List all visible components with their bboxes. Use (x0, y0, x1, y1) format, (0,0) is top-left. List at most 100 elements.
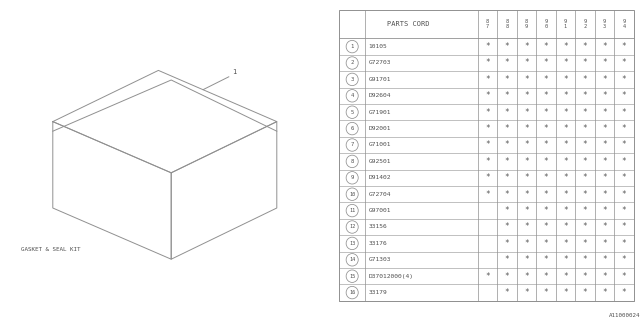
Text: *: * (582, 272, 588, 281)
Text: G72704: G72704 (369, 192, 391, 197)
Text: *: * (602, 157, 607, 166)
Text: 11: 11 (349, 208, 355, 213)
Text: *: * (563, 206, 568, 215)
Text: *: * (621, 140, 627, 149)
Text: *: * (621, 108, 627, 117)
Text: *: * (602, 272, 607, 281)
Text: 33176: 33176 (369, 241, 387, 246)
Text: *: * (621, 75, 627, 84)
Text: 4: 4 (351, 93, 354, 98)
Text: 5: 5 (351, 110, 354, 115)
Text: *: * (524, 59, 529, 68)
Text: *: * (582, 140, 588, 149)
Text: G71001: G71001 (369, 142, 391, 148)
Text: *: * (582, 239, 588, 248)
Text: *: * (602, 124, 607, 133)
Text: *: * (524, 222, 529, 231)
Text: *: * (543, 42, 548, 51)
Text: *: * (563, 272, 568, 281)
Text: *: * (602, 91, 607, 100)
Text: *: * (543, 206, 548, 215)
Text: *: * (582, 108, 588, 117)
Text: *: * (621, 42, 627, 51)
Text: *: * (582, 124, 588, 133)
Text: D92001: D92001 (369, 126, 391, 131)
Text: *: * (524, 108, 529, 117)
Text: *: * (543, 91, 548, 100)
Text: *: * (485, 272, 490, 281)
Text: *: * (524, 42, 529, 51)
Text: 9
4: 9 4 (623, 19, 625, 29)
Text: 9
3: 9 3 (603, 19, 606, 29)
Text: *: * (602, 75, 607, 84)
Text: *: * (504, 157, 509, 166)
Text: *: * (524, 91, 529, 100)
Text: *: * (582, 59, 588, 68)
Text: *: * (485, 42, 490, 51)
Text: *: * (582, 222, 588, 231)
Text: *: * (582, 42, 588, 51)
Text: *: * (563, 59, 568, 68)
Text: GASKET & SEAL KIT: GASKET & SEAL KIT (21, 247, 80, 252)
Text: G92501: G92501 (369, 159, 391, 164)
Text: 8
7: 8 7 (486, 19, 489, 29)
Text: *: * (504, 173, 509, 182)
Text: *: * (582, 190, 588, 199)
Text: *: * (524, 255, 529, 264)
Text: D91402: D91402 (369, 175, 391, 180)
Text: *: * (563, 222, 568, 231)
Text: *: * (504, 272, 509, 281)
Text: *: * (621, 206, 627, 215)
Text: *: * (524, 173, 529, 182)
Text: *: * (563, 239, 568, 248)
Text: *: * (602, 222, 607, 231)
Text: *: * (543, 222, 548, 231)
Text: 9: 9 (351, 175, 354, 180)
Text: *: * (504, 288, 509, 297)
Text: *: * (524, 288, 529, 297)
Text: *: * (485, 173, 490, 182)
Text: 10105: 10105 (369, 44, 387, 49)
Text: *: * (602, 239, 607, 248)
Text: *: * (504, 140, 509, 149)
Text: *: * (602, 173, 607, 182)
Text: *: * (602, 42, 607, 51)
Text: G71303: G71303 (369, 257, 391, 262)
Text: *: * (621, 124, 627, 133)
Text: *: * (582, 157, 588, 166)
Text: 33179: 33179 (369, 290, 387, 295)
Text: G72703: G72703 (369, 60, 391, 66)
Text: *: * (543, 288, 548, 297)
Text: *: * (602, 255, 607, 264)
Text: *: * (543, 272, 548, 281)
Text: *: * (543, 190, 548, 199)
Text: *: * (485, 157, 490, 166)
Text: *: * (563, 288, 568, 297)
Text: G71901: G71901 (369, 110, 391, 115)
Text: *: * (543, 157, 548, 166)
Text: 2: 2 (351, 60, 354, 66)
Text: *: * (524, 75, 529, 84)
Text: *: * (504, 190, 509, 199)
Text: *: * (524, 157, 529, 166)
Text: *: * (485, 108, 490, 117)
Text: *: * (563, 157, 568, 166)
Text: *: * (543, 75, 548, 84)
Text: 3: 3 (351, 77, 354, 82)
Text: 12: 12 (349, 225, 355, 229)
Text: 6: 6 (351, 126, 354, 131)
Text: *: * (524, 124, 529, 133)
Text: *: * (543, 255, 548, 264)
Text: *: * (524, 272, 529, 281)
Text: *: * (621, 190, 627, 199)
Text: *: * (563, 190, 568, 199)
Text: *: * (485, 59, 490, 68)
Text: *: * (621, 272, 627, 281)
Text: 10: 10 (349, 192, 355, 197)
Text: *: * (582, 288, 588, 297)
Text: *: * (524, 190, 529, 199)
Text: *: * (563, 42, 568, 51)
Text: 8
8: 8 8 (505, 19, 508, 29)
Text: *: * (543, 108, 548, 117)
Text: *: * (602, 288, 607, 297)
